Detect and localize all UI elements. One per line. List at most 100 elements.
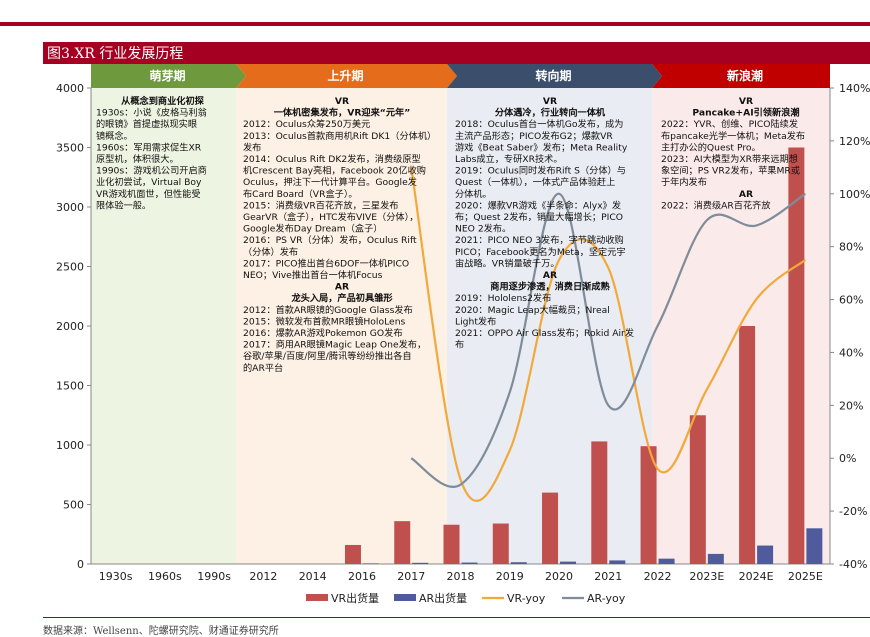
phase-label-4: 新浪潮 — [727, 68, 763, 83]
phase-3-text-line: 宙战略。VR销量破千万。 — [455, 257, 560, 269]
legend-swatch — [394, 594, 416, 601]
phase-4-text-line: VR — [739, 96, 753, 107]
bar-vr-shipment — [394, 521, 411, 564]
phase-3-text-line: AR — [543, 270, 557, 281]
y-left-tick-label: 1000 — [56, 439, 84, 452]
phase-2-text-line: GearVR（盒子），HTC发布VIVE（分体）， — [243, 211, 418, 223]
bar-vr-shipment — [788, 147, 805, 564]
y-left-tick-label: 2000 — [56, 320, 84, 333]
phase-2-text-line: 2016：PS VR（分体）发布，Oculus Rift — [243, 234, 417, 246]
phase-2-text-line: 机Crescent Bay亮相，Facebook 20亿收购 — [243, 165, 426, 177]
phase-2-text-line: 2012：首款AR眼镜的Google Glass发布 — [243, 304, 413, 316]
bar-ar-shipment — [560, 561, 577, 564]
bar-ar-shipment — [707, 553, 724, 564]
phase-2-text-line: 谷歌/苹果/百度/阿里/腾讯等纷纷推出各自 — [243, 350, 412, 362]
bar-vr-shipment — [542, 492, 559, 564]
x-tick-label: 2012 — [249, 570, 277, 583]
source-note: 数据来源：Wellsenn、陀螺研究院、财通证券研究所 — [43, 626, 279, 637]
phase-1-text-line: 的眼镜》首提虚拟现实眼 — [96, 118, 197, 130]
legend-label: AR-yoy — [587, 592, 626, 605]
y-left-tick-label: 500 — [63, 499, 84, 512]
y-right-tick-label: 120% — [839, 135, 870, 148]
phase-4-text-line: 2023：AI大模型为XR带来远期想 — [661, 153, 798, 165]
top-accent-bar — [0, 22, 870, 26]
source-divider — [43, 617, 870, 618]
phase-4-text-line: 布pancake光学一体机；Meta发布 — [661, 130, 805, 142]
phase-4-text-line: 于年内发布 — [661, 176, 707, 188]
phase-3-text-line: 2021：OPPO Air Glass发布；Rokid Air发 — [455, 327, 634, 339]
y-left-tick-label: 3000 — [56, 201, 84, 214]
phase-1-text-line: 1960s：军用需求促生XR — [96, 141, 202, 153]
y-right-tick-label: 100% — [839, 188, 870, 201]
y-right-tick-label: -40% — [839, 558, 867, 571]
bar-ar-shipment — [412, 562, 429, 564]
phase-2-text-line: 2016：爆款AR游戏Pokemon GO发布 — [243, 327, 403, 339]
phase-4-text-line: 2022：YVR、创维、PICO陆续发 — [661, 118, 798, 130]
phase-2-text-line: 2012：Oculus众筹250万美元 — [243, 118, 370, 130]
y-right-tick-label: 80% — [839, 241, 863, 254]
phase-3-text-line: 2019：Oculus同时发布Rift S（分体）与 — [455, 165, 626, 177]
phase-2-text-line: VR — [335, 96, 349, 107]
phase-1-text-line: 1990s：游戏机公司开启商 — [96, 165, 207, 177]
phase-2-text-line: Google发布Day Dream（盒子） — [243, 223, 382, 235]
legend-label: AR出货量 — [419, 591, 467, 605]
bar-ar-shipment — [806, 528, 823, 564]
bar-ar-shipment — [609, 560, 626, 564]
phase-2-text-line: 2015：微软发布首款MR眼镜HoloLens — [243, 315, 406, 327]
y-left-tick-label: 2500 — [56, 261, 84, 274]
top-decoration — [0, 0, 870, 26]
x-tick-label: 2024E — [739, 570, 774, 583]
phase-2-text-line: 2015：消费级VR百花齐放，三星发布 — [243, 199, 399, 211]
phase-1-text-line: 1930s：小说《皮格马利翁 — [96, 107, 207, 119]
y-right-tick-label: 140% — [839, 82, 870, 95]
phase-3-text-line: 2018：Oculus首台一体机Go发布，成为 — [455, 118, 623, 130]
bar-ar-shipment — [510, 562, 527, 564]
phase-2-text-line: （分体）发布 — [243, 246, 298, 258]
y-left-tick-label: 4000 — [56, 82, 84, 95]
figure-title: 图3.XR 行业发展历程 — [47, 46, 184, 62]
bar-ar-shipment — [757, 545, 774, 564]
phase-2-text-line: Oculus，押注下一代计算平台。Google发 — [243, 176, 417, 188]
bar-vr-shipment — [591, 441, 608, 564]
y-left-tick-label: 0 — [77, 558, 84, 571]
phase-3-text-line: Quest（一体机），一体式产品体验赶上 — [455, 176, 615, 188]
y-right-tick-label: -20% — [839, 505, 867, 518]
phase-1-text-line: 原型机，体积很大。 — [96, 153, 179, 165]
x-tick-label: 2016 — [348, 570, 376, 583]
phase-background-1 — [91, 88, 236, 564]
x-tick-label: 1990s — [197, 570, 231, 583]
x-tick-label: 2017 — [397, 570, 425, 583]
legend-label: VR出货量 — [331, 591, 379, 605]
phase-2-text-line: 2014：Oculus Rift DK2发布，消费级原型 — [243, 153, 421, 165]
phase-1-text-line: 镜概念。 — [96, 130, 133, 142]
x-tick-label: 1930s — [99, 570, 133, 583]
phase-4-text-line: 2022：消费级AR百花齐放 — [661, 199, 771, 211]
phase-3-text-line: 分体机。 — [455, 188, 492, 200]
phase-banner-4 — [652, 64, 830, 88]
phase-4-text-line: 象空间；PS VR2发布，苹果MR或 — [661, 165, 800, 177]
phase-3-text-line: 主流产品形态；PICO发布G2；爆款VR — [455, 130, 613, 142]
phase-3-text-line: 2020：爆款VR游戏《半条命：Alyx》发 — [455, 199, 621, 211]
phase-banner-1 — [91, 64, 246, 88]
x-tick-label: 2018 — [447, 570, 475, 583]
y-right-tick-label: 0% — [839, 452, 856, 465]
phase-label-2: 上升期 — [327, 68, 363, 83]
phase-3-text-line: 商用逐步渗透，消费日渐成熟 — [490, 281, 610, 293]
y-right-tick-label: 40% — [839, 346, 863, 359]
line-ar-yoy — [410, 192, 806, 488]
phase-2-text-line: 布Card Board（VR盒子）。 — [243, 188, 358, 200]
bar-vr-shipment — [689, 415, 706, 564]
x-tick-label: 2020 — [545, 570, 573, 583]
phase-3-text-line: 布；Quest 2发布，销量大幅增长；PICO — [455, 211, 623, 223]
x-tick-label: 2014 — [299, 570, 327, 583]
y-right-tick-label: 20% — [839, 399, 863, 412]
x-tick-label: 2021 — [594, 570, 622, 583]
phase-4-text-line: AR — [739, 189, 753, 200]
phase-3-text-line: PICO；Facebook更名为Meta，坚定元宇 — [455, 246, 626, 258]
phase-3-text-line: NEO 2发布。 — [455, 223, 511, 235]
legend-swatch — [306, 594, 328, 601]
x-tick-label: 2019 — [496, 570, 524, 583]
y-right-tick-label: 60% — [839, 294, 863, 307]
y-left-tick-label: 1500 — [56, 380, 84, 393]
phase-2-text-line: 发布 — [243, 141, 261, 153]
